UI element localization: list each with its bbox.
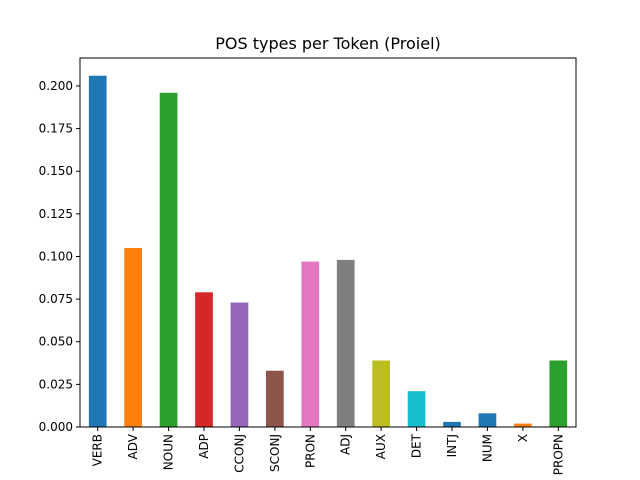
y-tick-label: 0.000	[39, 420, 73, 434]
x-tick-label: VERB	[91, 434, 105, 466]
x-tick-label: PRON	[303, 434, 317, 468]
x-tick-label: X	[516, 434, 530, 442]
x-tick-label: ADV	[126, 433, 140, 459]
bar-intj	[443, 421, 461, 427]
x-tick-label: PROPN	[551, 434, 565, 475]
y-tick-label: 0.075	[39, 292, 73, 306]
x-axis: VERB ADV NOUN ADP CCONJ SCONJ PRON ADJ AUX DET INT…	[91, 427, 565, 475]
bar-det	[407, 391, 426, 427]
bar-x	[514, 423, 532, 427]
bar-pron	[301, 261, 320, 427]
x-tick-label: SCONJ	[268, 434, 282, 472]
bar-cconj	[230, 302, 249, 427]
bar-adv	[124, 247, 142, 427]
x-tick-label: CCONJ	[232, 434, 246, 473]
x-tick-label: NOUN	[162, 434, 176, 470]
x-tick-label: AUX	[374, 434, 388, 459]
y-tick-label: 0.125	[39, 207, 73, 221]
bar-num	[478, 413, 497, 427]
x-tick-label: NUM	[480, 434, 494, 462]
y-tick-label: 0.100	[39, 249, 73, 263]
y-tick-label: 0.050	[39, 335, 73, 349]
y-tick-label: 0.175	[39, 122, 73, 136]
plot-frame	[79, 57, 577, 428]
x-tick-label: DET	[410, 433, 424, 458]
bars	[88, 75, 568, 427]
y-tick-label: 0.150	[39, 164, 73, 178]
bar-noun	[159, 92, 178, 427]
x-tick-label: ADP	[197, 434, 211, 459]
bar-verb	[88, 75, 107, 427]
x-tick-label: INTJ	[445, 434, 459, 457]
y-tick-label: 0.200	[39, 79, 73, 93]
bar-sconj	[266, 370, 284, 427]
bar-adp	[195, 292, 213, 427]
x-tick-label: ADJ	[339, 434, 353, 455]
y-tick-label: 0.025	[39, 377, 73, 391]
y-axis: 0.000 0.025 0.050 0.075 0.100 0.125 0.150 0.175…	[39, 79, 80, 434]
bar-propn	[549, 360, 568, 427]
chart-title: POS types per Token (Proiel)	[215, 34, 441, 53]
bar-adj	[336, 259, 355, 427]
bar-aux	[372, 360, 390, 427]
